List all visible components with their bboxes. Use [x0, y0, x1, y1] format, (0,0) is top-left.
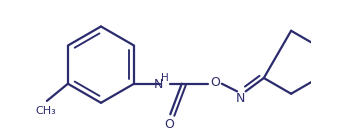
Text: H: H	[161, 73, 168, 83]
Text: N: N	[154, 78, 163, 91]
Text: O: O	[210, 76, 220, 89]
Text: CH₃: CH₃	[36, 106, 56, 116]
Text: O: O	[164, 118, 174, 131]
Text: N: N	[236, 92, 246, 104]
